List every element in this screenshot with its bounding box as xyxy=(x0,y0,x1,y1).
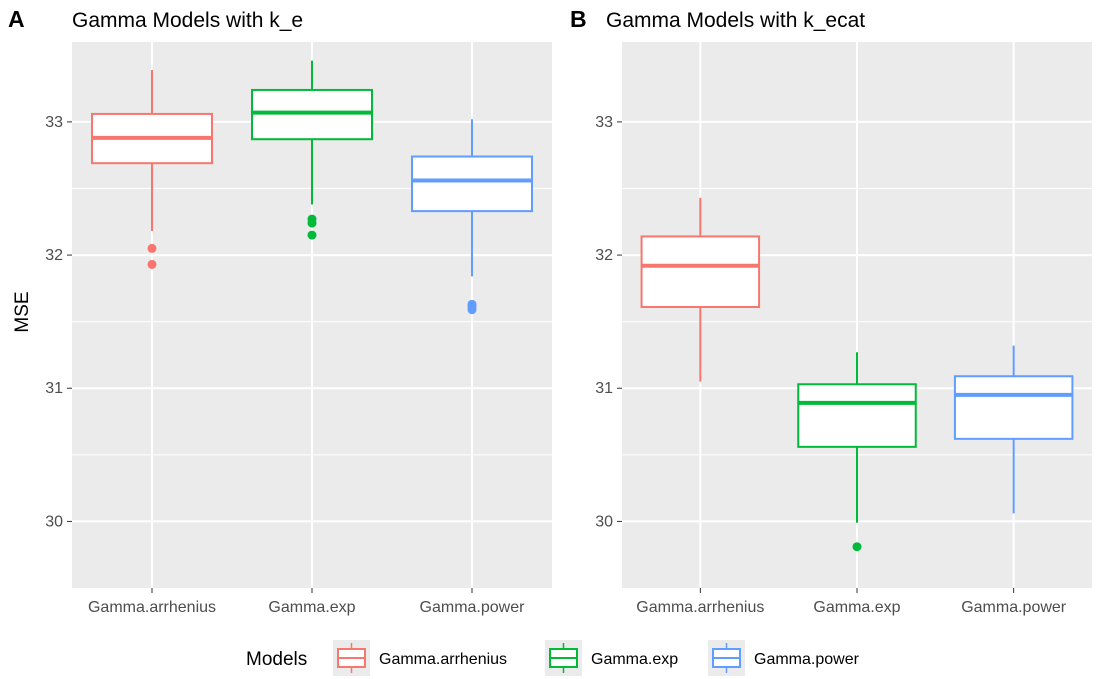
y-tick-label: 30 xyxy=(595,513,613,530)
panel-a: A Gamma Models with k_e 30 31 32 33 Gamma.ar… xyxy=(8,6,552,616)
outlier-point xyxy=(147,259,157,269)
x-tick-label: Gamma.power xyxy=(961,599,1067,616)
x-tick-label: Gamma.exp xyxy=(813,599,900,616)
box-iqr xyxy=(640,235,761,309)
box-iqr xyxy=(797,383,917,448)
y-tick-label: 33 xyxy=(45,114,63,131)
outlier-point xyxy=(307,218,317,228)
legend-title: Models xyxy=(246,649,307,670)
y-tick-label: 32 xyxy=(45,247,63,264)
x-tick-label: Gamma.arrhenius xyxy=(636,599,764,616)
boxplot-gamma-power xyxy=(953,345,1074,514)
boxplot-gamma-arrhenius xyxy=(640,197,761,382)
boxplot-gamma-exp xyxy=(251,60,373,240)
x-tick-label: Gamma.exp xyxy=(268,599,355,616)
legend-entry-gamma-exp: Gamma.exp xyxy=(545,640,678,676)
legend-label: Gamma.power xyxy=(754,651,860,668)
panel-a-title: Gamma Models with k_e xyxy=(72,9,303,32)
y-axis-title: MSE xyxy=(12,291,33,332)
legend-entry-gamma-arrhenius: Gamma.arrhenius xyxy=(333,640,507,676)
legend-entry-gamma-power: Gamma.power xyxy=(708,640,860,676)
x-tick-label: Gamma.power xyxy=(420,599,526,616)
y-tick-label: 31 xyxy=(45,380,63,397)
outlier-point xyxy=(147,243,157,253)
box-iqr xyxy=(953,375,1074,440)
panel-b: B Gamma Models with k_ecat 30 31 32 33 Gamma… xyxy=(570,6,1092,616)
outlier-point xyxy=(307,230,317,240)
panel-b-tag: B xyxy=(570,6,587,32)
x-tick-label: Gamma.arrhenius xyxy=(88,599,216,616)
y-tick-label: 33 xyxy=(595,114,613,131)
y-tick-label: 32 xyxy=(595,247,613,264)
panel-b-title: Gamma Models with k_ecat xyxy=(606,9,865,32)
outlier-point xyxy=(852,542,862,552)
outlier-point xyxy=(467,305,477,315)
legend: Models Gamma.arrhenius Gamma.exp Gamma.pow… xyxy=(246,640,860,676)
boxplot-gamma-exp xyxy=(797,352,917,552)
legend-label: Gamma.exp xyxy=(591,651,678,668)
y-tick-label: 31 xyxy=(595,380,613,397)
panel-a-tag: A xyxy=(8,6,25,32)
y-tick-label: 30 xyxy=(45,513,63,530)
box-iqr xyxy=(411,155,533,213)
boxplot-gamma-power xyxy=(411,119,533,315)
boxplot-gamma-arrhenius xyxy=(91,69,213,269)
legend-label: Gamma.arrhenius xyxy=(379,651,507,668)
